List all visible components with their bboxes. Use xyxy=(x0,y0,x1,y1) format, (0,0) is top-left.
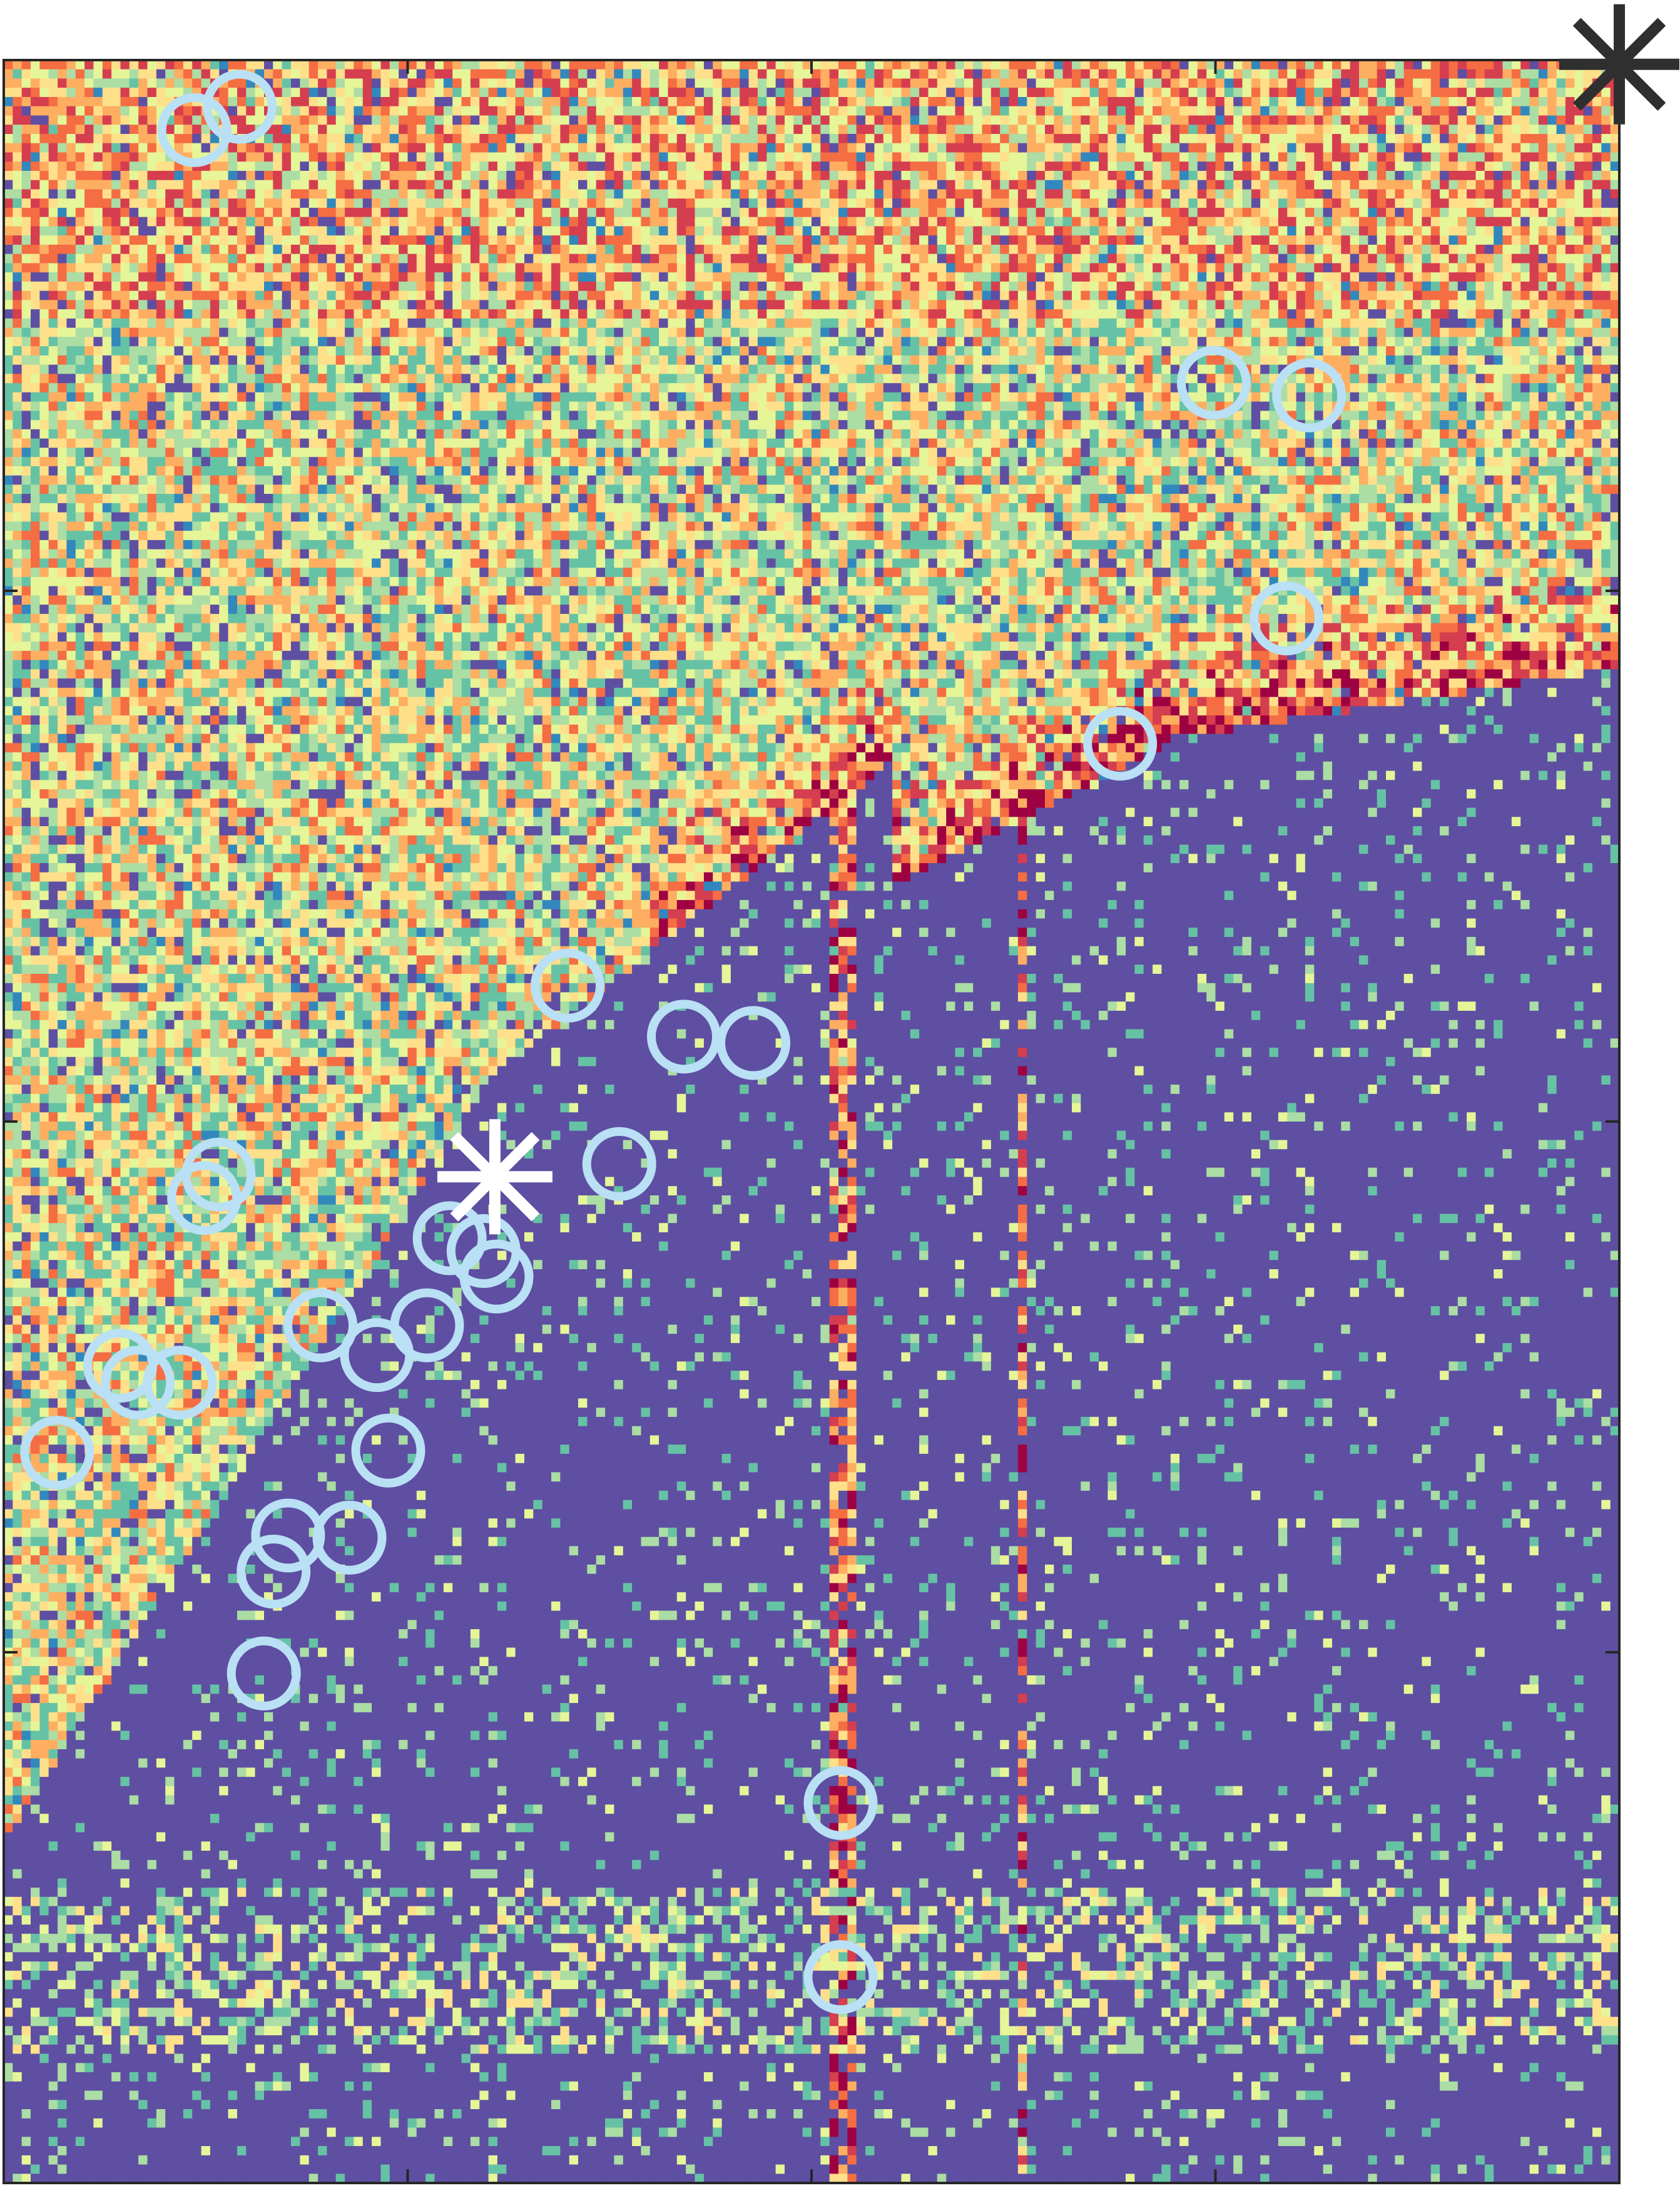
dark-star-marker xyxy=(1559,4,1679,125)
white-star-marker xyxy=(437,1119,552,1234)
heatmap-cells xyxy=(4,60,1620,2184)
